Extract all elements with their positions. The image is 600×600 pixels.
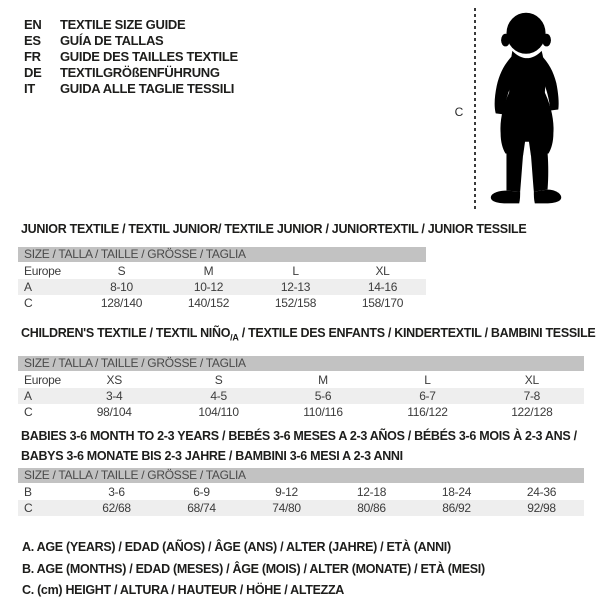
table-row-europe: Europe XS S M L XL [18, 372, 584, 388]
height-cell: 74/80 [272, 501, 301, 515]
language-row-de: DE TEXTILGRÖßENFÜHRUNG [24, 65, 238, 81]
size-header-bar: SIZE / TALLA / TAILLE / GRÖSSE / TAGLIA [18, 468, 584, 483]
title-text: / TEXTILE DES ENFANTS / KINDERTEXTIL / B… [238, 326, 596, 340]
months-cell: 9-12 [275, 485, 298, 499]
children-textile-table: CHILDREN'S TEXTILE / TEXTIL NIÑO/A / TEX… [18, 323, 596, 420]
age-cell: 10-12 [193, 280, 224, 294]
language-code: EN [24, 17, 42, 32]
size-cell: L [292, 264, 299, 278]
size-cell: XS [106, 372, 122, 387]
language-code: FR [24, 49, 41, 64]
size-cell: S [214, 372, 223, 387]
height-measure-dashed-line [474, 8, 476, 211]
language-code: IT [24, 81, 35, 96]
height-cell: 122/128 [511, 404, 553, 419]
babies-table: SIZE / TALLA / TAILLE / GRÖSSE / TAGLIA … [18, 468, 584, 516]
row-label: B [24, 485, 32, 499]
junior-table-title: JUNIOR TEXTILE / TEXTIL JUNIOR/ TEXTILE … [21, 222, 527, 236]
table-row-height: C 128/140 140/152 152/158 158/170 [18, 295, 426, 311]
size-header-bar: SIZE / TALLA / TAILLE / GRÖSSE / TAGLIA [18, 247, 426, 262]
table-row-europe: Europe S M L XL [18, 263, 426, 279]
height-cell: 128/140 [100, 296, 143, 310]
language-title-list: EN TEXTILE SIZE GUIDE ES GUÍA DE TALLAS … [24, 17, 238, 97]
height-cell: 80/86 [357, 501, 386, 515]
height-cell: 152/158 [274, 296, 317, 310]
row-label: C [24, 501, 33, 515]
age-cell: 12-13 [280, 280, 311, 294]
language-row-fr: FR GUIDE DES TAILLES TEXTILE [24, 49, 238, 65]
age-cell: 7-8 [523, 388, 541, 403]
language-code: ES [24, 33, 41, 48]
months-cell: 24-36 [526, 485, 557, 499]
months-cell: 18-24 [441, 485, 472, 499]
toddler-silhouette-icon [490, 12, 562, 204]
footnote-age-years: A. AGE (YEARS) / EDAD (AÑOS) / ÂGE (ANS)… [22, 540, 451, 554]
size-cell: M [318, 372, 328, 387]
title-text: CHILDREN'S TEXTILE / TEXTIL NIÑO [21, 326, 231, 340]
language-code: DE [24, 65, 42, 80]
babies-table-title-line2: BABYS 3-6 MONATE BIS 2-3 JAHRE / BAMBINI… [21, 449, 403, 463]
height-cell: 116/122 [407, 404, 448, 419]
height-cell: 140/152 [187, 296, 230, 310]
months-cell: 12-18 [356, 485, 387, 499]
height-cell: 92/98 [527, 501, 556, 515]
age-cell: 5-6 [314, 388, 332, 403]
age-cell: 6-7 [419, 388, 436, 403]
age-cell: 3-4 [105, 388, 123, 403]
height-cell: 62/68 [102, 501, 131, 515]
height-cell: 104/110 [198, 404, 239, 419]
size-cell: M [203, 264, 214, 278]
language-title: GUIDE DES TAILLES TEXTILE [60, 49, 238, 64]
language-title: GUÍA DE TALLAS [60, 33, 164, 48]
height-cell: 158/170 [361, 296, 404, 310]
age-cell: 8-10 [110, 280, 133, 294]
height-cell: 86/92 [442, 501, 471, 515]
months-cell: 3-6 [108, 485, 125, 499]
table-row-age: A 3-4 4-5 5-6 6-7 7-8 [18, 387, 584, 404]
language-title: GUIDA ALLE TAGLIE TESSILI [60, 81, 235, 96]
title-subscript: /A [230, 332, 239, 343]
table-row-height: C 62/68 68/74 74/80 80/86 86/92 92/98 [18, 500, 584, 516]
row-label: Europe [24, 264, 61, 278]
height-cell: 110/116 [303, 404, 343, 419]
size-header-bar: SIZE / TALLA / TAILLE / GRÖSSE / TAGLIA [18, 355, 584, 371]
row-label: C [24, 296, 33, 310]
size-cell: XL [375, 264, 390, 278]
height-measure-figure: C [450, 8, 585, 218]
junior-table: SIZE / TALLA / TAILLE / GRÖSSE / TAGLIA … [18, 247, 426, 311]
height-cell: 68/74 [187, 501, 216, 515]
table-row-height: C 98/104 104/110 110/116 116/122 122/128 [18, 404, 584, 420]
row-label: A [24, 280, 32, 294]
babies-table-title-line1: BABIES 3-6 MONTH TO 2-3 YEARS / BEBÉS 3-… [21, 429, 577, 443]
height-cell: 98/104 [96, 404, 132, 419]
junior-textile-table: JUNIOR TEXTILE / TEXTIL JUNIOR/ TEXTILE … [18, 219, 527, 311]
row-label: C [24, 404, 33, 419]
footnote-height-cm: C. (cm) HEIGHT / ALTURA / HAUTEUR / HÖHE… [22, 583, 345, 597]
months-cell: 6-9 [193, 485, 210, 499]
table-row-age: A 8-10 10-12 12-13 14-16 [18, 279, 426, 295]
language-title: TEXTILGRÖßENFÜHRUNG [60, 65, 220, 80]
row-label: Europe [24, 372, 61, 387]
footnote-age-months: B. AGE (MONTHS) / EDAD (MESES) / ÂGE (MO… [22, 561, 485, 576]
size-cell: S [117, 264, 126, 278]
language-row-it: IT GUIDA ALLE TAGLIE TESSILI [24, 81, 238, 97]
language-title: TEXTILE SIZE GUIDE [60, 17, 186, 32]
children-table-title: CHILDREN'S TEXTILE / TEXTIL NIÑO/A / TEX… [18, 323, 596, 348]
size-cell: L [424, 372, 431, 387]
height-measure-label: C [454, 105, 464, 119]
age-cell: 14-16 [367, 280, 398, 294]
age-cell: 4-5 [210, 388, 227, 403]
legend-footnotes: A. AGE (YEARS) / EDAD (AÑOS) / ÂGE (ANS)… [22, 537, 485, 600]
size-cell: XL [524, 372, 539, 387]
language-row-en: EN TEXTILE SIZE GUIDE [24, 17, 238, 33]
language-row-es: ES GUÍA DE TALLAS [24, 33, 238, 49]
table-row-months: B 3-6 6-9 9-12 12-18 18-24 24-36 [18, 484, 584, 500]
babies-textile-table: BABIES 3-6 MONTH TO 2-3 YEARS / BEBÉS 3-… [18, 426, 584, 516]
children-table: SIZE / TALLA / TAILLE / GRÖSSE / TAGLIA … [18, 355, 584, 420]
row-label: A [24, 388, 32, 403]
